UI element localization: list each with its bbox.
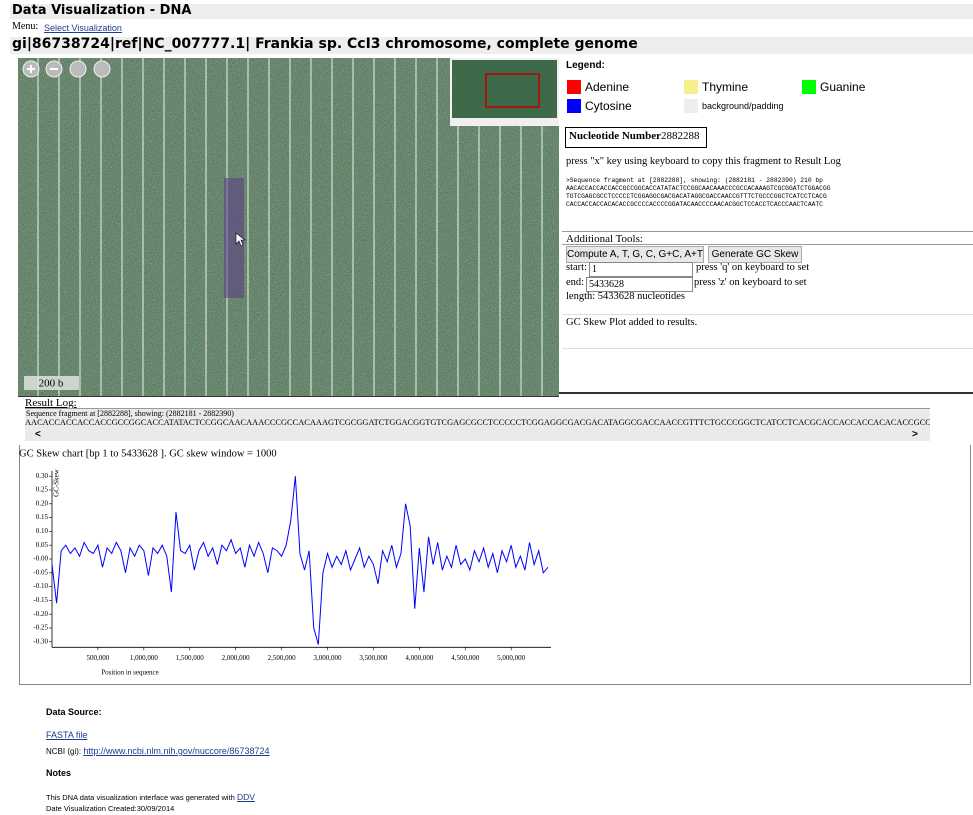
fragment-header: >Sequence fragment at [2882288], showing…: [566, 177, 831, 185]
y-tick-label: -0.05: [33, 568, 48, 576]
x-tick-label: 1,000,000: [130, 654, 159, 662]
notes-line: This DNA data visualization interface wa…: [46, 792, 255, 802]
minimap-image: [452, 60, 557, 118]
ddv-link[interactable]: DDV: [237, 792, 255, 802]
gc-skew-chart: GC Skew chart [bp 1 to 5433628 ]. GC ske…: [19, 445, 971, 685]
result-log: Sequence fragment at [2882288], showing:…: [25, 408, 930, 441]
end-hint: press 'z' on keyboard to set: [694, 277, 807, 288]
fasta-link[interactable]: FASTA file: [46, 730, 87, 740]
fragment: >Sequence fragment at [2882288], showing…: [566, 177, 831, 209]
y-tick-label: 0.15: [36, 513, 49, 521]
tools-rule: [562, 244, 973, 245]
x-axis-label: Position in sequence: [101, 669, 159, 677]
x-tick-label: 2,500,000: [268, 654, 297, 662]
legend-swatch: [684, 99, 698, 113]
legend-label: Adenine: [585, 80, 629, 94]
gc-skew-line: [52, 476, 548, 644]
fragment-line: AACACCACCACCACCGCCGGCACCATATACTCCGGCAACA…: [566, 185, 831, 193]
y-tick-label: -0.25: [33, 624, 48, 632]
legend-label: Guanine: [820, 80, 865, 94]
end-label: end:: [566, 277, 584, 288]
legend-swatch: [802, 80, 816, 94]
copy-hint: press "x" key using keyboard to copy thi…: [566, 156, 841, 167]
x-tick-label: 2,000,000: [222, 654, 251, 662]
end-input[interactable]: 5433628: [586, 277, 693, 292]
compute-button[interactable]: Compute A, T, G, C, G+C, A+T: [566, 246, 704, 263]
ncbi-line: NCBI (gi): http://www.ncbi.nlm.nih.gov/n…: [46, 746, 269, 756]
menu-label: Menu:: [12, 21, 38, 32]
chart-title: GC Skew chart [bp 1 to 5433628 ]. GC ske…: [19, 448, 277, 459]
page: Data Visualization - DNA Menu: Select Vi…: [0, 0, 973, 815]
scroll-right[interactable]: >: [912, 429, 918, 440]
ncbi-link[interactable]: http://www.ncbi.nlm.nih.gov/nuccore/8673…: [83, 746, 269, 756]
legend-label: Cytosine: [585, 99, 632, 113]
legend-label: background/padding: [702, 101, 784, 111]
y-tick-label: 0.25: [36, 486, 49, 494]
dna-viewer[interactable]: 200 b: [18, 58, 559, 397]
legend-label: Thymine: [702, 80, 748, 94]
notes-title: Notes: [46, 768, 71, 778]
y-axis-label: GC-Skew: [53, 468, 61, 497]
viewer-rule: [18, 396, 559, 397]
result-log-sequence: AACACCACCACCACCGCCGGCACCATATACTCCGGCAACA…: [25, 418, 930, 427]
start-input[interactable]: 1: [589, 262, 693, 277]
legend-title: Legend:: [566, 60, 605, 71]
x-tick-label: 4,500,000: [451, 654, 480, 662]
start-label: start:: [566, 262, 587, 273]
y-tick-label: 0.30: [36, 472, 49, 480]
gc-skew-button[interactable]: Generate GC Skew: [708, 246, 802, 263]
status-rule: [562, 314, 973, 315]
x-tick-label: 1,500,000: [176, 654, 205, 662]
created: Date Visualization Created:30/09/2014: [46, 804, 174, 813]
y-tick-label: 0.20: [36, 499, 49, 507]
ncbi-label: NCBI (gi):: [46, 747, 81, 756]
x-tick-label: 5,000,000: [497, 654, 526, 662]
length: length: 5433628 nucleotides: [566, 291, 685, 302]
legend-swatch: [684, 80, 698, 94]
y-tick-label: 0.10: [36, 527, 49, 535]
nucleotide-value: 2882288: [661, 130, 700, 142]
fragment-line: TGTCGAGCGCCTCCCCCTCGGAGGCGACGACATAGGCGAC…: [566, 193, 831, 201]
fragment-line: CACCACCACCACACACCGCCCCACCCCGGATACAACCCCA…: [566, 201, 831, 209]
status: GC Skew Plot added to results.: [566, 317, 697, 328]
y-tick-label: -0.00: [33, 555, 48, 563]
zoom-home[interactable]: [70, 61, 86, 77]
status-rule: [562, 348, 973, 349]
y-tick-label: -0.20: [33, 610, 48, 618]
notes-text: This DNA data visualization interface wa…: [46, 793, 235, 802]
result-log-header: Sequence fragment at [2882288], showing:…: [26, 409, 234, 418]
menu-link[interactable]: Select Visualization: [44, 23, 122, 33]
x-tick-label: 4,000,000: [405, 654, 434, 662]
genome-title: gi|86738724|ref|NC_007777.1| Frankia sp.…: [12, 36, 638, 52]
page-title: Data Visualization - DNA: [12, 3, 191, 18]
start-hint: press 'q' on keyboard to set: [696, 262, 809, 273]
scale-label: 200 b: [39, 378, 64, 390]
y-tick-label: -0.10: [33, 582, 48, 590]
y-tick-label: -0.15: [33, 596, 48, 604]
x-tick-label: 3,000,000: [314, 654, 343, 662]
y-tick-label: 0.05: [36, 541, 49, 549]
scroll-left[interactable]: <: [35, 429, 41, 440]
nucleotide-label: Nucleotide Number: [569, 130, 661, 142]
legend-swatch: [567, 99, 581, 113]
y-tick-label: -0.30: [33, 637, 48, 645]
legend-swatch: [567, 80, 581, 94]
source-title: Data Source:: [46, 707, 102, 717]
fullscreen[interactable]: [94, 61, 110, 77]
x-tick-label: 3,500,000: [359, 654, 388, 662]
x-tick-label: 500,000: [87, 654, 110, 662]
tools-rule: [562, 231, 973, 232]
panel-rule: [559, 392, 973, 394]
